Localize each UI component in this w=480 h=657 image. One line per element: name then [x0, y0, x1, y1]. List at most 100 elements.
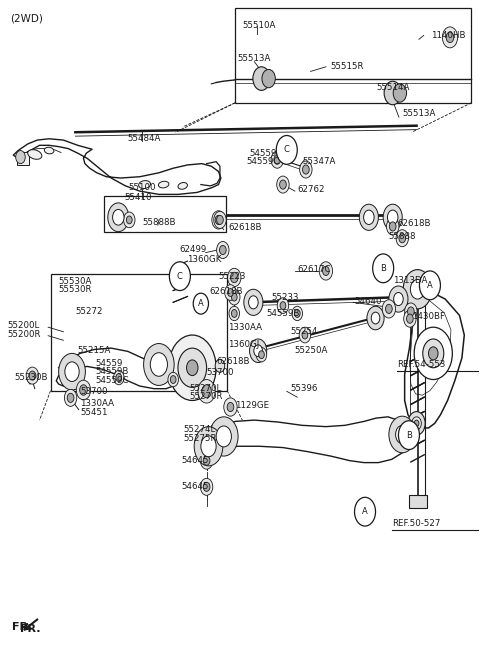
- Circle shape: [412, 417, 421, 430]
- Ellipse shape: [178, 183, 188, 189]
- Circle shape: [225, 284, 236, 300]
- Circle shape: [385, 304, 392, 313]
- Text: 55451: 55451: [80, 408, 108, 417]
- Circle shape: [396, 230, 408, 247]
- Text: 55200R: 55200R: [7, 330, 41, 339]
- Text: 55530R: 55530R: [59, 285, 92, 294]
- Circle shape: [216, 242, 229, 258]
- Circle shape: [294, 309, 300, 317]
- Circle shape: [280, 180, 286, 189]
- Circle shape: [154, 358, 164, 371]
- Circle shape: [407, 314, 413, 323]
- Circle shape: [276, 135, 297, 164]
- Circle shape: [26, 367, 38, 384]
- Text: 55215A: 55215A: [78, 346, 111, 355]
- Text: B: B: [406, 430, 412, 440]
- Text: A: A: [427, 281, 433, 290]
- Circle shape: [227, 403, 234, 411]
- Circle shape: [215, 215, 222, 225]
- Text: 55223: 55223: [218, 271, 246, 281]
- Circle shape: [387, 210, 398, 225]
- Circle shape: [393, 84, 407, 102]
- Circle shape: [150, 353, 168, 376]
- Text: REF.54-553: REF.54-553: [397, 360, 446, 369]
- Circle shape: [215, 359, 225, 373]
- Circle shape: [423, 339, 444, 368]
- Text: 1129GE: 1129GE: [235, 401, 269, 410]
- Circle shape: [59, 353, 85, 390]
- Text: 55270R: 55270R: [189, 392, 222, 401]
- Bar: [409, 495, 427, 509]
- Circle shape: [65, 362, 79, 382]
- Text: 1360GK: 1360GK: [187, 255, 221, 263]
- Text: 54559C: 54559C: [95, 376, 128, 385]
- Text: 54559B: 54559B: [267, 309, 300, 318]
- Circle shape: [144, 344, 174, 386]
- Text: 1330AA: 1330AA: [228, 323, 262, 332]
- Text: 1313DA: 1313DA: [393, 276, 427, 285]
- Circle shape: [80, 385, 87, 396]
- Circle shape: [29, 371, 36, 380]
- Text: 54559B: 54559B: [95, 367, 128, 376]
- Text: 1330AA: 1330AA: [80, 399, 114, 408]
- Circle shape: [231, 309, 237, 317]
- Circle shape: [384, 81, 401, 104]
- Circle shape: [389, 222, 396, 231]
- Text: 62617C: 62617C: [297, 265, 331, 274]
- Bar: [104, 196, 226, 232]
- Text: 55233: 55233: [272, 292, 299, 302]
- Ellipse shape: [158, 181, 169, 188]
- Circle shape: [203, 482, 210, 491]
- Circle shape: [168, 373, 179, 387]
- Text: 55888B: 55888B: [142, 218, 176, 227]
- Text: 53700: 53700: [206, 369, 234, 378]
- Ellipse shape: [44, 147, 54, 154]
- Text: 55888: 55888: [388, 233, 415, 241]
- Text: 55275R: 55275R: [184, 434, 217, 443]
- Circle shape: [169, 261, 191, 290]
- Text: 62618B: 62618B: [397, 219, 431, 229]
- Circle shape: [389, 416, 416, 453]
- Circle shape: [302, 165, 309, 174]
- Circle shape: [209, 417, 238, 456]
- Text: B: B: [380, 264, 386, 273]
- Text: 1140HB: 1140HB: [431, 31, 466, 40]
- Text: 55250A: 55250A: [294, 346, 328, 355]
- Text: 55515R: 55515R: [331, 62, 364, 72]
- Circle shape: [201, 436, 216, 457]
- Circle shape: [114, 371, 124, 385]
- Circle shape: [299, 327, 311, 343]
- Circle shape: [429, 347, 438, 360]
- Circle shape: [203, 456, 210, 465]
- Circle shape: [367, 306, 384, 330]
- Circle shape: [116, 374, 121, 382]
- Circle shape: [230, 272, 238, 283]
- Circle shape: [405, 303, 417, 320]
- Text: REF.50-527: REF.50-527: [392, 519, 440, 528]
- Text: 55272: 55272: [76, 307, 103, 316]
- Circle shape: [389, 286, 408, 312]
- Text: 55100: 55100: [129, 183, 156, 192]
- Circle shape: [76, 380, 91, 400]
- Text: 55484A: 55484A: [128, 134, 161, 143]
- Bar: [235, 8, 471, 102]
- Circle shape: [170, 376, 176, 384]
- Circle shape: [219, 246, 226, 254]
- Circle shape: [64, 390, 77, 406]
- Text: 62618B: 62618B: [216, 357, 250, 366]
- Circle shape: [249, 296, 258, 309]
- Circle shape: [396, 425, 409, 443]
- Circle shape: [386, 218, 399, 235]
- Circle shape: [178, 348, 206, 388]
- Text: 55396: 55396: [290, 384, 318, 393]
- Text: 55530A: 55530A: [59, 277, 92, 286]
- Circle shape: [443, 27, 457, 48]
- Text: 53700: 53700: [80, 387, 108, 396]
- Text: C: C: [284, 145, 290, 154]
- Circle shape: [224, 398, 237, 416]
- Text: 54559C: 54559C: [246, 157, 279, 166]
- Circle shape: [277, 298, 288, 313]
- Circle shape: [194, 426, 223, 466]
- Circle shape: [228, 268, 241, 286]
- Circle shape: [280, 302, 286, 309]
